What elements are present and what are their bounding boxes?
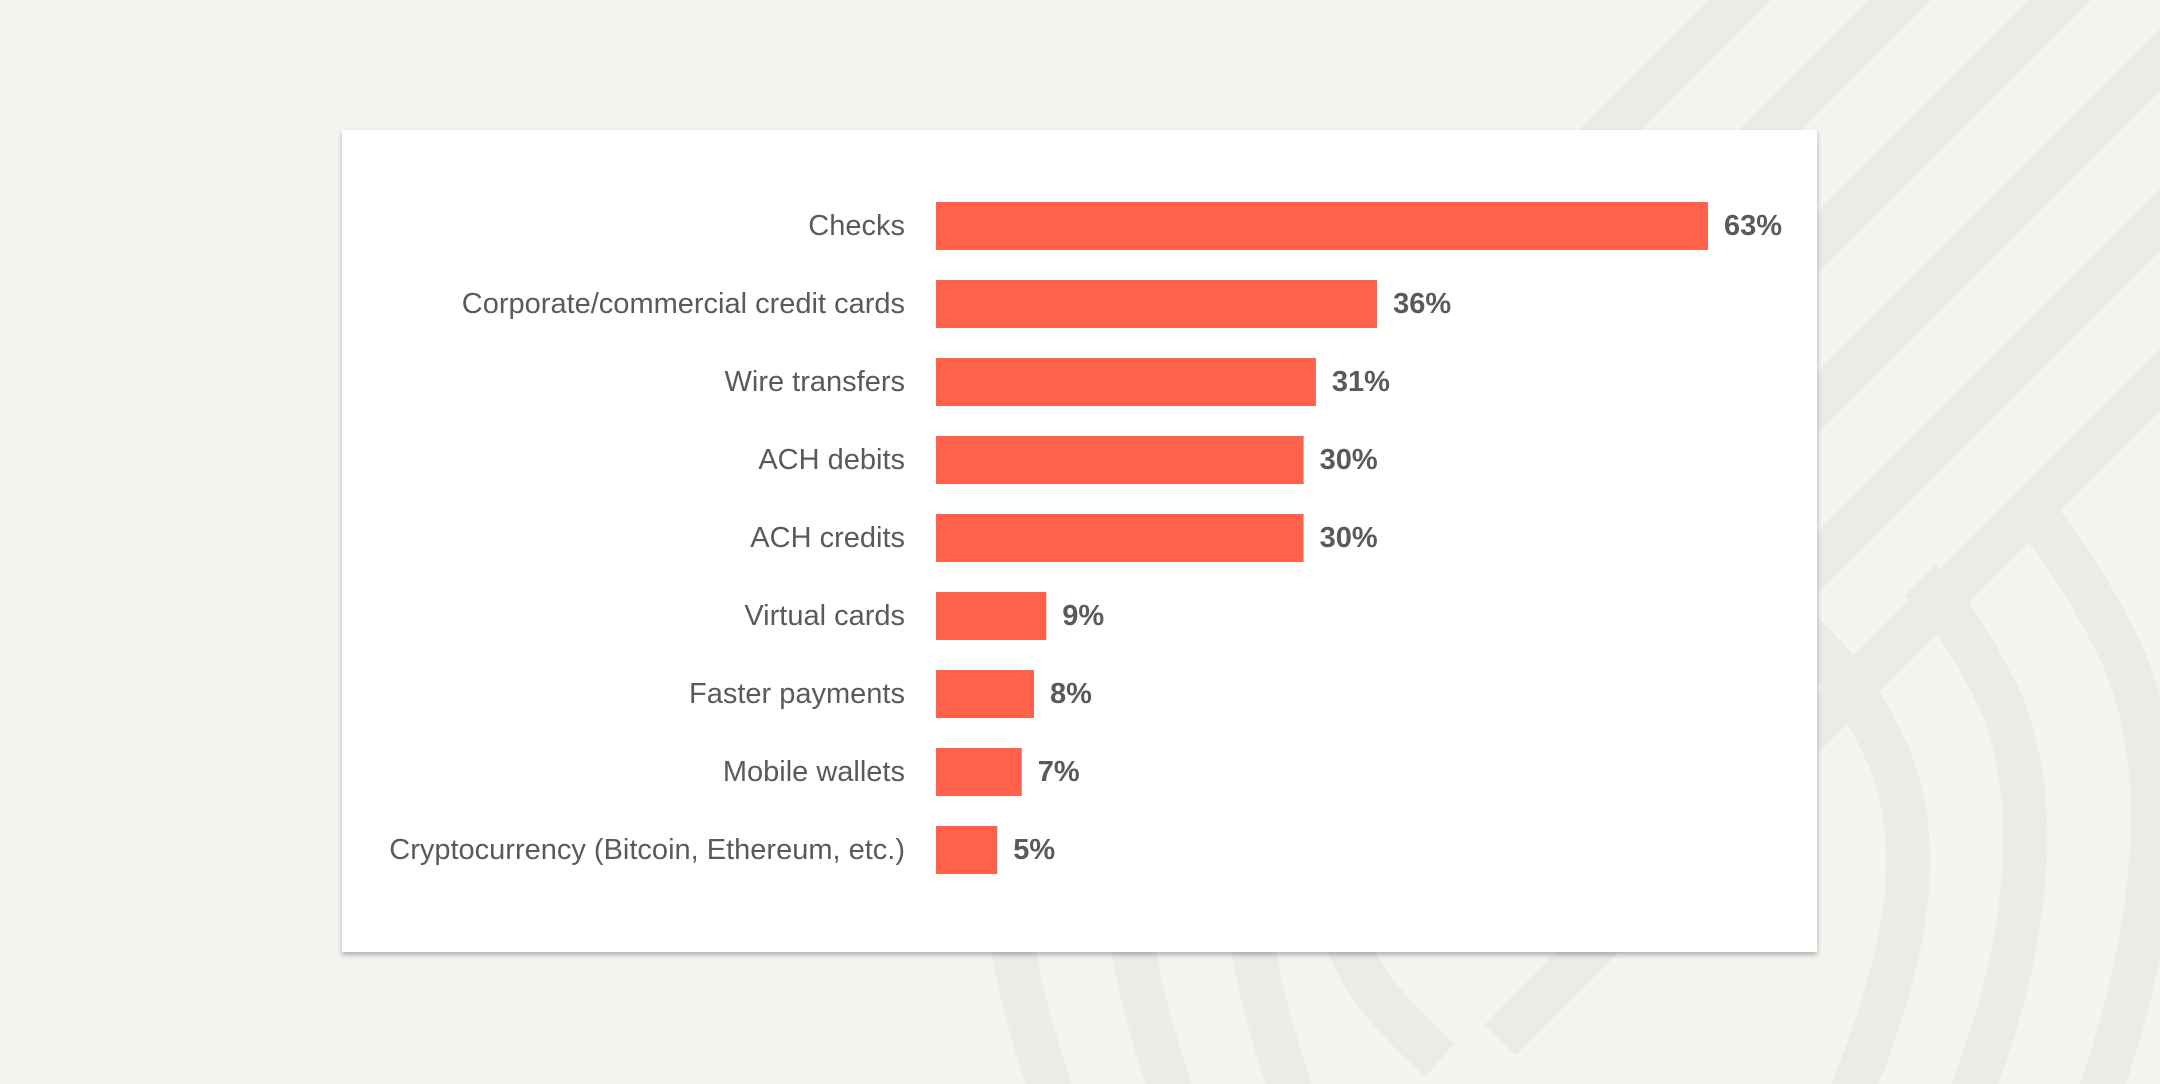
category-label: Checks <box>808 210 905 242</box>
data-label: 31% <box>1332 366 1390 398</box>
category-label: Virtual cards <box>744 600 905 632</box>
category-label: Mobile wallets <box>723 756 905 788</box>
data-label: 9% <box>1062 600 1104 632</box>
bar-chart: Checks 63% Corporate/commercial credit car… <box>389 202 1782 874</box>
data-label: 5% <box>1013 834 1055 866</box>
data-label: 30% <box>1320 522 1378 554</box>
bar <box>936 514 1304 562</box>
category-label: Wire transfers <box>725 366 905 398</box>
category-label: ACH debits <box>758 444 905 476</box>
bar <box>936 826 998 874</box>
data-label: 63% <box>1724 210 1782 242</box>
category-label: ACH credits <box>750 522 905 554</box>
bar <box>936 670 1035 718</box>
data-label: 7% <box>1038 756 1080 788</box>
chart-card: Checks 63% Corporate/commercial credit car… <box>342 130 1817 952</box>
bar <box>936 436 1304 484</box>
bar <box>936 358 1316 406</box>
data-label: 36% <box>1393 288 1451 320</box>
category-label: Cryptocurrency (Bitcoin, Ethereum, etc.) <box>389 834 905 866</box>
bar <box>936 280 1378 328</box>
data-label: 30% <box>1320 444 1378 476</box>
bar <box>936 202 1708 250</box>
bar <box>936 748 1022 796</box>
category-label: Faster payments <box>689 678 905 710</box>
bar <box>936 592 1047 640</box>
category-label: Corporate/commercial credit cards <box>462 288 905 320</box>
data-label: 8% <box>1050 678 1092 710</box>
